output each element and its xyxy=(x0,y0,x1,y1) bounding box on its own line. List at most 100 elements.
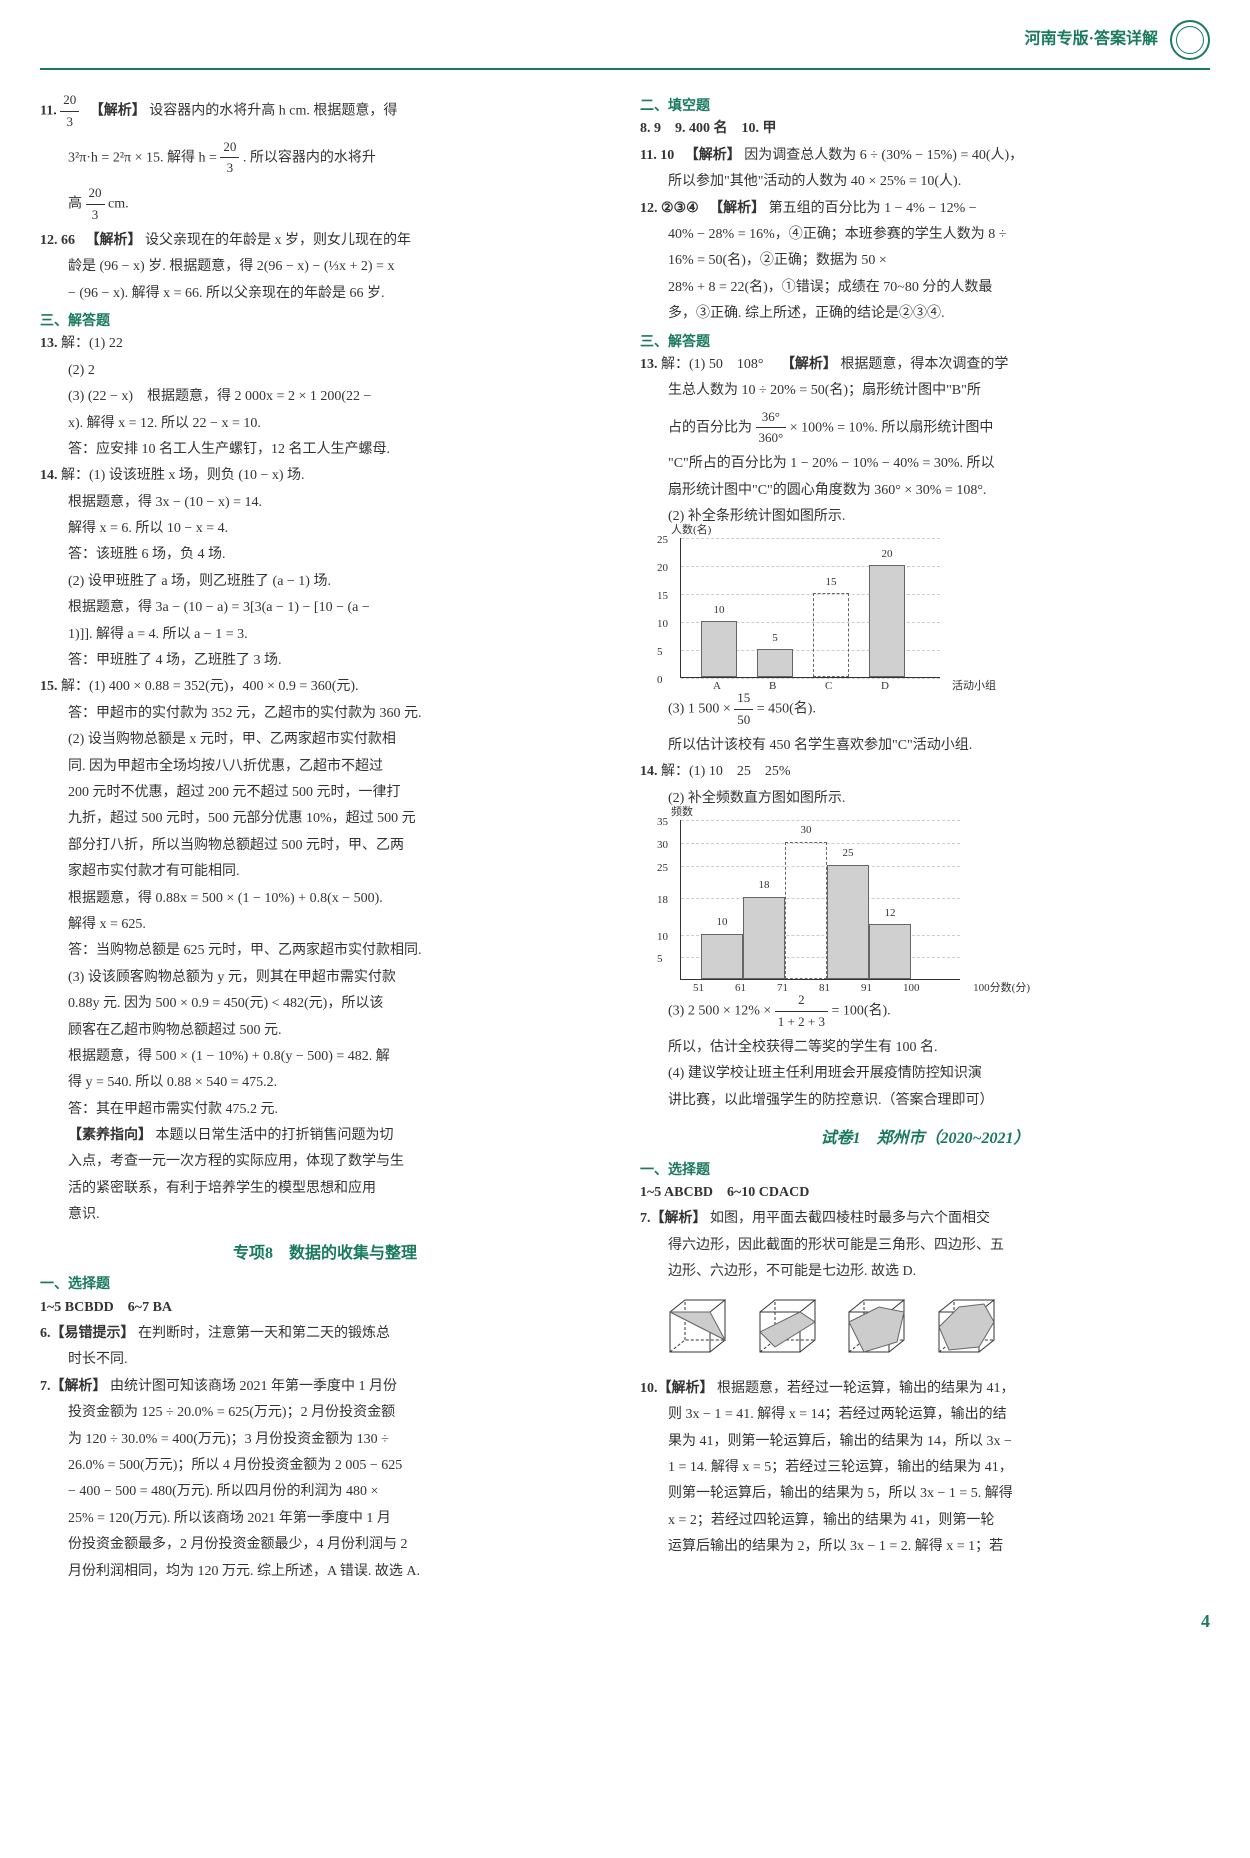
q15-line7: 部分打八折，所以当购物总额超过 500 元时，甲、乙两 xyxy=(40,835,610,857)
q14: 14. 解：(1) 设该班胜 x 场，则负 (10 − x) 场. xyxy=(40,465,610,487)
q15-line8: 家超市实付款才有可能相同. xyxy=(40,861,610,883)
q15-line10: 解得 x = 625. xyxy=(40,914,610,936)
q15-line16: 得 y = 540. 所以 0.88 × 540 = 475.2. xyxy=(40,1072,610,1094)
q15-line6: 九折，超过 500 元时，500 元部分优惠 10%，超过 500 元 xyxy=(40,808,610,830)
q15-line4: 同. 因为甲超市全场均按八八折优惠，乙超市不超过 xyxy=(40,756,610,778)
q13-line2: (2) 2 xyxy=(40,360,610,382)
chart1-ytick: 0 xyxy=(657,672,663,690)
q11-text2b: . 所以容器内的水将升 xyxy=(243,150,376,165)
section-1-title: 一、选择题 xyxy=(40,1274,610,1296)
q13r-line7: (3) 1 500 × 1550 = 450(名). xyxy=(640,688,1210,731)
q11-answer-frac: 203 xyxy=(60,90,79,133)
q13r-text7b: = 450(名). xyxy=(757,702,816,717)
chart2-xtick: 91 xyxy=(861,980,872,998)
chart1-bar-value: 10 xyxy=(701,602,737,620)
section-3-title-r: 三、解答题 xyxy=(640,332,1210,354)
chart1-bar xyxy=(813,593,849,677)
q14-line2: 根据题意，得 3x − (10 − x) = 14. xyxy=(40,492,610,514)
q14-line5: (2) 设甲班胜了 a 场，则乙班胜了 (a − 1) 场. xyxy=(40,571,610,593)
q10-tag: 10.【解析】 xyxy=(640,1381,714,1396)
frac-20-3b: 203 xyxy=(86,183,105,226)
prism-3-icon xyxy=(839,1292,919,1362)
left-column: 11. 203 【解析】 设容器内的水将升高 h cm. 根据题意，得 3²π·… xyxy=(40,90,610,1587)
chart2-ytick: 18 xyxy=(657,892,668,910)
q11-text2a: 3²π·h = 2²π × 15. 解得 h = xyxy=(68,150,220,165)
q7-line8: 月份利润相同，均为 120 万元. 综上所述，A 错误. 故选 A. xyxy=(40,1561,610,1583)
chart1-bar xyxy=(757,649,793,677)
q7-line4: 26.0% = 500(万元)；所以 4 月份投资金额为 2 005 − 625 xyxy=(40,1455,610,1477)
chart2-bar xyxy=(701,934,743,980)
q12r-number: 12. ②③④ xyxy=(640,201,699,216)
chart1-xtick: D xyxy=(881,678,889,696)
analysis-tag: 【解析】 xyxy=(781,357,837,372)
q13-number: 13. xyxy=(40,336,58,351)
chart1-bar-value: 20 xyxy=(869,546,905,564)
q15: 15. 解：(1) 400 × 0.88 = 352(元)，400 × 0.9 … xyxy=(40,676,610,698)
q14r-line6: 讲比赛，以此增强学生的防控意识.（答案合理即可） xyxy=(640,1090,1210,1112)
q14-line3: 解得 x = 6. 所以 10 − x = 4. xyxy=(40,518,610,540)
section-2-title: 二、填空题 xyxy=(640,96,1210,118)
q12r-line4: 28% + 8 = 22(名)，①错误；成绩在 70~80 分的人数最 xyxy=(640,277,1210,299)
q7-line2: 投资金额为 125 ÷ 20.0% = 625(万元)；2 月份投资金额 xyxy=(40,1402,610,1424)
chart1-xtick: B xyxy=(769,678,776,696)
topic-8-title: 专项8 数据的收集与整理 xyxy=(40,1241,610,1267)
q13r: 13. 解：(1) 50 108° 【解析】 根据题意，得本次调查的学 xyxy=(640,354,1210,376)
q11-text1: 设容器内的水将升高 h cm. 根据题意，得 xyxy=(149,104,397,119)
q13r-text3a: 占的百分比为 xyxy=(668,420,756,435)
answers-1-7: 1~5 BCBDD 6~7 BA xyxy=(40,1297,610,1319)
q10-line5: 则第一轮运算后，输出的结果为 5，所以 3x − 1 = 5. 解得 xyxy=(640,1483,1210,1505)
q7-text1: 由统计图可知该商场 2021 年第一季度中 1 月份 xyxy=(110,1379,397,1394)
q15-line5: 200 元时不优惠，超过 200 元不超过 500 元时，一律打 xyxy=(40,782,610,804)
q7b-line2: 得六边形，因此截面的形状可能是三角形、四边形、五 xyxy=(640,1235,1210,1257)
chart2-xlabel: 100分数(分) xyxy=(973,980,1030,998)
chart2-ytick: 25 xyxy=(657,860,668,878)
q12r-text1: 第五组的百分比为 1 − 4% − 12% − xyxy=(769,201,977,216)
q11r: 11. 10 【解析】 因为调查总人数为 6 ÷ (30% − 15%) = 4… xyxy=(640,145,1210,167)
q12r-line5: 多，③正确. 综上所述，正确的结论是②③④. xyxy=(640,303,1210,325)
q10-text1: 根据题意，若经过一轮运算，输出的结果为 41， xyxy=(717,1381,1015,1396)
chart1-ytick: 15 xyxy=(657,588,668,606)
q13r-line3: 占的百分比为 36°360° × 100% = 10%. 所以扇形统计图中 xyxy=(640,407,1210,450)
prism-2-icon xyxy=(750,1292,830,1362)
q13r-line2: 生总人数为 10 ÷ 20% = 50(名)；扇形统计图中"B"所 xyxy=(640,380,1210,402)
chart1-bar xyxy=(701,621,737,677)
q13r-line5: 扇形统计图中"C"的圆心角度数为 360° × 30% = 108°. xyxy=(640,480,1210,502)
q11r-number: 11. 10 xyxy=(640,148,674,163)
q13-text1: 解：(1) 22 xyxy=(61,336,123,351)
chart2-ytick: 5 xyxy=(657,951,663,969)
prism-4-icon xyxy=(929,1292,1009,1362)
frac-36-360: 36°360° xyxy=(756,407,787,450)
chart2-bar xyxy=(827,865,869,979)
chart2-xtick: 51 xyxy=(693,980,704,998)
q12-line3: − (96 − x). 解得 x = 66. 所以父亲现在的年龄是 66 岁. xyxy=(40,283,610,305)
q10-line7: 运算后输出的结果为 2，所以 3x − 1 = 2. 解得 x = 1；若 xyxy=(640,1536,1210,1558)
chart2-bar-value: 30 xyxy=(785,822,827,840)
chart1-bar-value: 15 xyxy=(813,574,849,592)
chart2-gridline xyxy=(681,820,960,821)
q13-line4: x). 解得 x = 12. 所以 22 − x = 10. xyxy=(40,413,610,435)
chart2-bar-value: 25 xyxy=(827,845,869,863)
q7-line6: 25% = 120(万元). 所以该商场 2021 年第一季度中 1 月 xyxy=(40,1508,610,1530)
q15-line14: 顾客在乙超市购物总额超过 500 元. xyxy=(40,1020,610,1042)
q15-line12: (3) 设该顾客购物总额为 y 元，则其在甲超市需实付款 xyxy=(40,967,610,989)
q11-line3: 高 203 cm. xyxy=(40,183,610,226)
q15-line19: 入点，考查一元一次方程的实际应用，体现了数学与生 xyxy=(40,1151,610,1173)
right-column: 二、填空题 8. 9 9. 400 名 10. 甲 11. 10 【解析】 因为… xyxy=(640,90,1210,1587)
q14r-line2: (2) 补全频数直方图如图所示. xyxy=(640,788,1210,810)
q13r-line4: "C"所占的百分比为 1 − 20% − 10% − 40% = 30%. 所以 xyxy=(640,453,1210,475)
q14r-text1: 解：(1) 10 25 25% xyxy=(661,764,791,779)
q10: 10.【解析】 根据题意，若经过一轮运算，输出的结果为 41， xyxy=(640,1378,1210,1400)
q7-line3: 为 120 ÷ 30.0% = 400(万元)；3 月份投资金额为 130 ÷ xyxy=(40,1429,610,1451)
q12-line2: 龄是 (96 − x) 岁. 根据题意，得 2(96 − x) − (⅓x + … xyxy=(40,256,610,278)
chart1-bar-value: 5 xyxy=(757,630,793,648)
q15-text1: 解：(1) 400 × 0.88 = 352(元)，400 × 0.9 = 36… xyxy=(61,679,359,694)
q11-text3a: 高 xyxy=(68,197,82,212)
q12-text1: 设父亲现在的年龄是 x 岁，则女儿现在的年 xyxy=(145,233,411,248)
q6-text1: 在判断时，注意第一天和第二天的锻炼总 xyxy=(138,1326,390,1341)
q13r-line6: (2) 补全条形统计图如图所示. xyxy=(640,506,1210,528)
chart2-bar xyxy=(869,924,911,979)
q6-tag: 6.【易错提示】 xyxy=(40,1326,135,1341)
q14r-line3: (3) 2 500 × 12% × 21 + 2 + 3 = 100(名). xyxy=(640,990,1210,1033)
q13r-line8: 所以估计该校有 450 名学生喜欢参加"C"活动小组. xyxy=(640,735,1210,757)
q14-line4: 答：该班胜 6 场，负 4 场. xyxy=(40,544,610,566)
